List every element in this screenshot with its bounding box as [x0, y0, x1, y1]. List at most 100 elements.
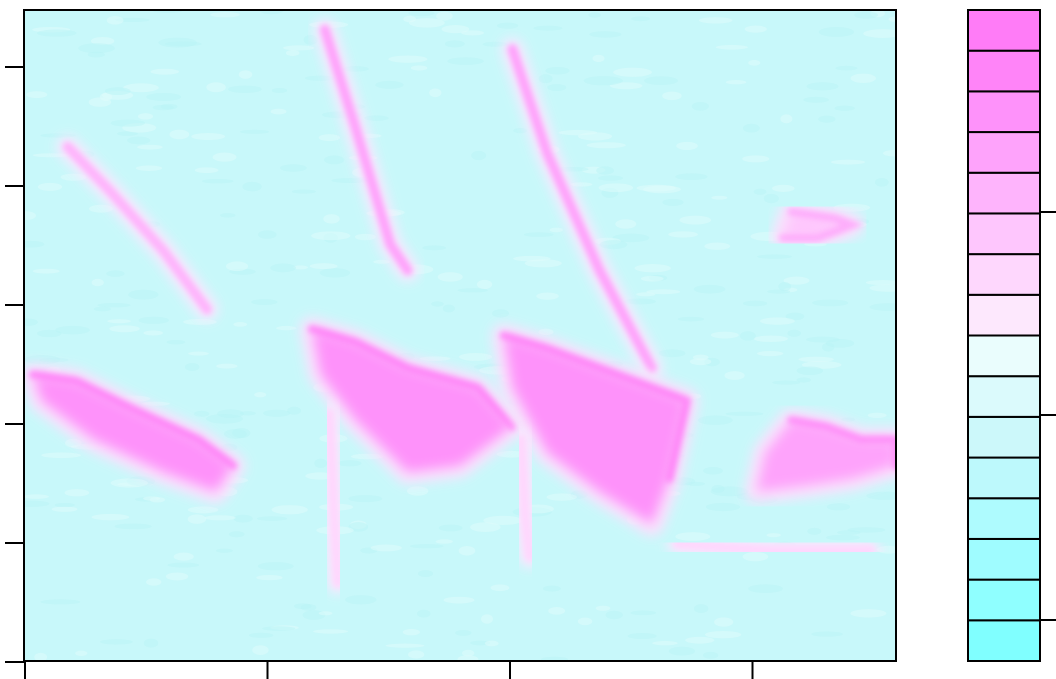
texture-speck [748, 59, 761, 66]
texture-speck [841, 417, 855, 422]
texture-speck [547, 84, 567, 91]
texture-speck [461, 649, 475, 657]
texture-speck [309, 263, 338, 270]
texture-speck [646, 289, 681, 295]
texture-speck [481, 614, 494, 624]
texture-speck [652, 640, 678, 646]
band-center [299, 316, 525, 485]
texture-speck [24, 500, 50, 507]
texture-speck [300, 604, 317, 611]
texture-speck [252, 645, 269, 655]
texture-speck [834, 105, 855, 111]
texture-speck [455, 630, 472, 636]
texture-speck [204, 515, 236, 521]
colorbar-swatch [967, 9, 1041, 52]
texture-speck [143, 330, 163, 336]
texture-speck [740, 331, 756, 341]
texture-speck [408, 650, 425, 659]
colorbar-swatch [967, 497, 1041, 540]
band-right [491, 323, 699, 537]
texture-speck [766, 533, 781, 538]
texture-speck [443, 596, 475, 604]
texture-speck [123, 83, 159, 93]
texture-speck [806, 82, 839, 91]
texture-speck [248, 632, 274, 638]
texture-speck [714, 617, 734, 627]
faint-low-dash [667, 532, 881, 562]
texture-speck [492, 309, 509, 318]
texture-speck [457, 655, 479, 661]
texture-speck [212, 152, 237, 162]
texture-speck [418, 570, 434, 578]
texture-speck [193, 410, 210, 417]
texture-speck [39, 357, 69, 363]
texture-speck [318, 134, 340, 142]
texture-speck [216, 363, 238, 369]
texture-speck [588, 12, 601, 18]
texture-speck [863, 29, 896, 38]
texture-speck [548, 607, 566, 615]
texture-speck [225, 261, 249, 272]
texture-speck [830, 159, 866, 165]
texture-speck [187, 506, 219, 514]
texture-speck [818, 115, 836, 123]
diagonal-streak-3 [501, 38, 663, 380]
texture-speck [188, 351, 209, 356]
texture-speck [319, 268, 351, 278]
texture-speck [191, 132, 226, 141]
texture-speck [128, 289, 159, 300]
vertical-thin-left [318, 402, 349, 594]
texture-speck [354, 233, 376, 241]
texture-speck [194, 167, 219, 174]
texture-speck [703, 467, 723, 475]
colorbar-swatch [967, 293, 1041, 337]
texture-speck [75, 650, 88, 657]
texture-speck [166, 340, 186, 345]
texture-speck [51, 506, 78, 512]
texture-speck [182, 318, 217, 325]
texture-speck [767, 289, 791, 294]
texture-speck [348, 522, 369, 532]
texture-speck [143, 638, 159, 648]
texture-speck [24, 211, 37, 221]
texture-speck [546, 493, 577, 501]
texture-speck [615, 219, 637, 229]
texture-speck [150, 68, 180, 75]
texture-speck [785, 312, 805, 321]
texture-speck [866, 491, 896, 500]
texture-speck [406, 486, 429, 496]
texture-speck [254, 392, 267, 398]
texture-speck [598, 183, 634, 193]
texture-speck [812, 299, 849, 307]
texture-speck [106, 16, 124, 25]
texture-speck [337, 460, 362, 467]
texture-speck [542, 585, 561, 592]
texture-speck [577, 617, 593, 626]
texture-speck [210, 12, 240, 18]
colorbar-swatch [967, 537, 1041, 581]
texture-speck [303, 35, 318, 45]
texture-speck [806, 336, 840, 343]
texture-speck [219, 213, 236, 218]
texture-speck [759, 317, 795, 325]
colorbar-swatch [967, 619, 1041, 662]
texture-speck [165, 41, 202, 47]
texture-speck [138, 316, 169, 324]
texture-speck [703, 651, 719, 659]
texture-speck [725, 411, 764, 416]
texture-speck [436, 11, 453, 21]
texture-speck [636, 184, 677, 192]
x-axis [24, 661, 754, 679]
colorbar-swatch [967, 578, 1041, 622]
texture-speck [251, 299, 278, 305]
texture-speck [285, 49, 300, 57]
texture-speck [146, 92, 182, 101]
texture-speck [711, 484, 725, 493]
texture-speck [233, 514, 253, 523]
texture-speck [239, 411, 256, 416]
texture-speck [447, 57, 484, 65]
texture-speck [135, 165, 163, 171]
texture-speck [757, 350, 784, 357]
texture-speck [711, 195, 728, 200]
